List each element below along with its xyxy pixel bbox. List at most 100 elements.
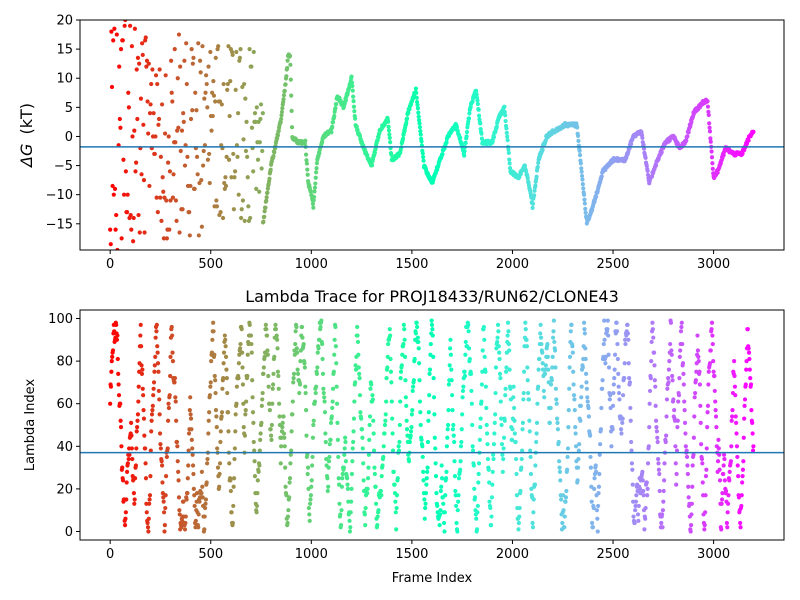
dg-x-tick-label: 0 bbox=[106, 257, 114, 272]
lambda-point bbox=[486, 467, 491, 472]
lambda-point bbox=[118, 401, 123, 406]
lambda-point bbox=[670, 378, 675, 383]
lambda-point bbox=[134, 429, 139, 434]
dg-point bbox=[583, 206, 588, 212]
lambda-point bbox=[255, 478, 260, 483]
dg-point bbox=[303, 152, 309, 157]
lambda-point bbox=[666, 380, 671, 385]
dg-point bbox=[112, 26, 117, 31]
lambda-point bbox=[696, 354, 701, 359]
lambda-point bbox=[349, 471, 355, 477]
lambda-point bbox=[427, 371, 432, 376]
dg-point bbox=[281, 97, 286, 102]
lambda-point bbox=[140, 367, 145, 372]
lambda-point bbox=[223, 337, 228, 342]
lambda-point bbox=[323, 439, 328, 445]
dg-point bbox=[351, 104, 357, 109]
lambda-point bbox=[310, 454, 315, 460]
lambda-point bbox=[571, 382, 576, 387]
lambda-point bbox=[176, 469, 181, 474]
lambda-point bbox=[556, 439, 561, 445]
lambda-point bbox=[305, 471, 310, 477]
lambda-point bbox=[145, 525, 151, 530]
lambda-point bbox=[646, 444, 651, 449]
lambda-point bbox=[661, 499, 666, 504]
lambda-point bbox=[660, 525, 665, 530]
dg-point bbox=[579, 166, 584, 171]
lambda-point bbox=[499, 416, 504, 421]
lambda-point bbox=[734, 420, 739, 425]
dg-point bbox=[581, 186, 586, 191]
dg-point bbox=[199, 224, 204, 229]
lambda-point bbox=[579, 384, 584, 389]
lambda-point bbox=[466, 329, 471, 334]
lambda-point bbox=[214, 414, 219, 419]
dg-point bbox=[245, 175, 250, 180]
lambda-point bbox=[685, 471, 690, 477]
lambda-point bbox=[497, 356, 502, 362]
dg-point bbox=[454, 125, 460, 130]
dg-point bbox=[158, 154, 163, 159]
lambda-point bbox=[738, 520, 743, 526]
lambda-point bbox=[653, 418, 659, 423]
dg-point bbox=[640, 135, 645, 141]
lambda-point bbox=[643, 505, 648, 511]
lambda-point bbox=[437, 512, 443, 517]
dg-point bbox=[287, 53, 293, 59]
lambda-point bbox=[485, 431, 490, 436]
lambda-point bbox=[188, 395, 193, 400]
lambda-point bbox=[668, 320, 674, 325]
dg-point bbox=[258, 102, 264, 107]
lambda-point bbox=[248, 333, 254, 338]
lambda-point bbox=[288, 461, 293, 466]
lambda-point bbox=[140, 386, 145, 391]
dg-point bbox=[177, 230, 182, 235]
lambda-point bbox=[534, 431, 539, 436]
dg-point bbox=[534, 174, 539, 179]
dg-point bbox=[464, 134, 469, 139]
lambda-point bbox=[692, 390, 698, 396]
lambda-point bbox=[136, 384, 141, 389]
lambda-point bbox=[479, 399, 484, 404]
lambda-point bbox=[439, 463, 444, 468]
lambda-point bbox=[163, 505, 168, 511]
dg-point bbox=[126, 90, 131, 95]
lambda-point bbox=[662, 478, 667, 483]
lambda-point bbox=[287, 476, 293, 481]
lambda-point bbox=[739, 503, 744, 509]
lambda-point bbox=[651, 335, 656, 340]
lambda-point bbox=[425, 469, 430, 474]
dg-point bbox=[313, 175, 318, 180]
lambda-point bbox=[503, 386, 508, 391]
lambda-point bbox=[492, 431, 497, 436]
lambda-point bbox=[268, 433, 274, 438]
lambda-point bbox=[511, 384, 516, 389]
lambda-point bbox=[200, 484, 205, 489]
lambda-point bbox=[413, 331, 419, 336]
dg-x-axis: 0 500 1000 1500 2000 2500 3000 bbox=[106, 250, 730, 272]
lambda-point bbox=[547, 420, 552, 425]
lambda-point bbox=[219, 414, 224, 419]
lambda-point bbox=[521, 397, 526, 402]
dg-point bbox=[161, 189, 166, 194]
lambda-point bbox=[567, 365, 572, 370]
lambda-point bbox=[746, 350, 752, 355]
lambda-point bbox=[383, 418, 388, 423]
lambda-point bbox=[266, 384, 271, 389]
lambda-point bbox=[320, 371, 326, 376]
lambda-point bbox=[517, 514, 522, 519]
lambda-point bbox=[697, 369, 702, 374]
dg-point bbox=[524, 168, 529, 174]
lambda-point bbox=[166, 401, 171, 406]
lambda-point bbox=[252, 459, 257, 464]
lambda-point bbox=[467, 356, 472, 362]
lambda-point bbox=[602, 318, 607, 323]
lambda-point bbox=[474, 516, 479, 521]
dg-point bbox=[420, 151, 425, 156]
lambda-point bbox=[189, 437, 194, 443]
lambda-point bbox=[610, 403, 616, 408]
dg-point bbox=[127, 23, 133, 28]
dg-point bbox=[185, 154, 190, 159]
lambda-point bbox=[688, 522, 694, 528]
